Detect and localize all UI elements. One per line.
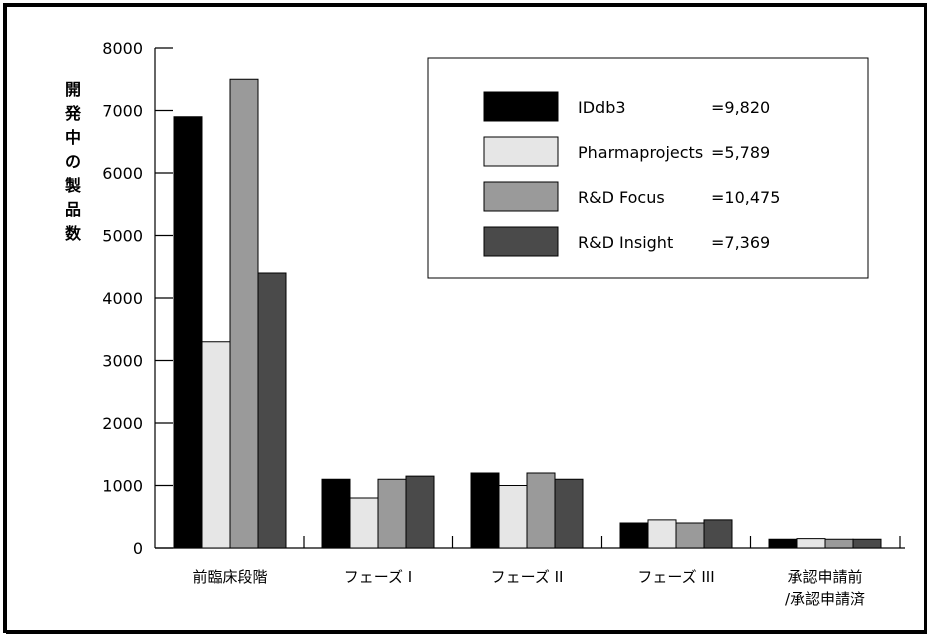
legend-series-total: =9,820 — [711, 98, 770, 117]
legend-series-name: R&D Focus — [578, 188, 665, 207]
bar — [852, 538, 882, 549]
bar — [257, 272, 287, 549]
bar — [619, 522, 649, 549]
bar — [526, 472, 556, 549]
bar — [377, 478, 407, 549]
bar — [470, 472, 500, 549]
legend-series-total: =7,369 — [711, 233, 770, 252]
bar — [321, 478, 351, 549]
bar — [675, 522, 705, 549]
legend-series-total: =5,789 — [711, 143, 770, 162]
y-axis-label-char: 品 — [64, 200, 81, 219]
x-tick-label: フェーズ III — [637, 568, 714, 586]
bar — [173, 116, 203, 549]
y-tick-label: 4000 — [102, 289, 143, 308]
bar — [824, 538, 854, 549]
y-tick-label: 8000 — [102, 39, 143, 58]
x-tick-label: /承認申請済 — [785, 590, 865, 608]
y-axis-label-char: 中 — [64, 128, 81, 147]
bar — [405, 475, 435, 549]
x-tick-label: 承認申請前 — [787, 568, 862, 586]
bar — [703, 519, 733, 549]
legend-swatch — [483, 91, 559, 122]
y-axis-label-char: の — [64, 152, 81, 171]
bar — [796, 538, 826, 549]
y-axis-label-char: 発 — [64, 104, 81, 123]
y-tick-label: 5000 — [102, 227, 143, 246]
legend-swatch — [483, 136, 559, 167]
y-tick-label: 0 — [133, 539, 143, 558]
y-tick-label: 3000 — [102, 352, 143, 371]
legend-swatch — [483, 226, 559, 257]
bar — [554, 478, 584, 549]
bar — [647, 519, 677, 549]
y-axis-label-char: 製 — [64, 176, 81, 195]
bar — [201, 341, 231, 549]
legend-swatch — [483, 181, 559, 212]
bar — [498, 485, 528, 549]
legend-series-name: Pharmaprojects — [578, 143, 703, 162]
bar — [768, 538, 798, 549]
y-tick-label: 2000 — [102, 414, 143, 433]
y-tick-label: 7000 — [102, 102, 143, 121]
y-axis-label-char: 開 — [64, 80, 81, 99]
legend-series-total: =10,475 — [711, 188, 780, 207]
y-tick-label: 6000 — [102, 164, 143, 183]
legend-series-name: IDdb3 — [578, 98, 626, 117]
y-tick-label: 1000 — [102, 477, 143, 496]
chart-inner-frame — [6, 6, 927, 634]
bar — [229, 78, 259, 549]
legend-series-name: R&D Insight — [578, 233, 673, 252]
x-tick-label: フェーズ I — [344, 568, 412, 586]
y-axis-label-char: 数 — [64, 224, 81, 243]
x-tick-label: 前臨床段階 — [192, 568, 267, 586]
bar — [349, 497, 379, 549]
x-tick-label: フェーズ II — [491, 568, 564, 586]
